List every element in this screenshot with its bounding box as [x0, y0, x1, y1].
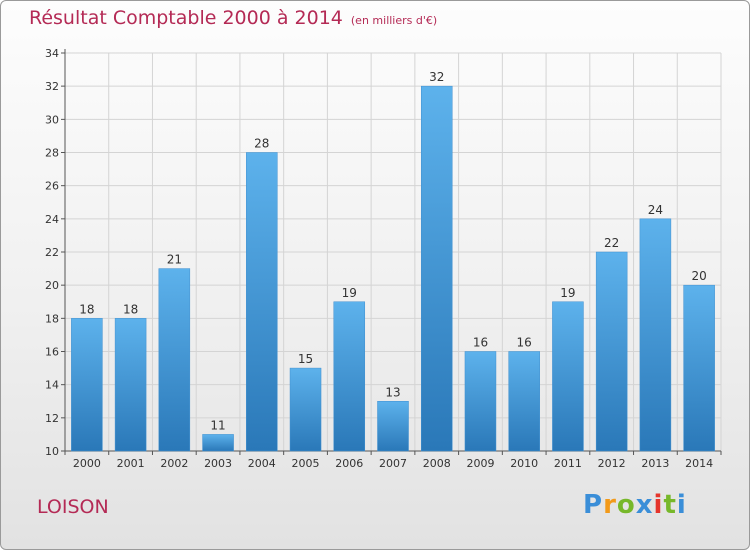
x-tick-label: 2003 — [204, 457, 232, 470]
y-tick-label: 20 — [45, 279, 59, 292]
x-tick-label: 2012 — [598, 457, 626, 470]
proxiti-logo: Proxiti — [583, 490, 687, 520]
y-tick-label: 32 — [45, 80, 59, 93]
data-label: 32 — [429, 70, 444, 84]
bar — [552, 301, 584, 452]
logo-letter: x — [635, 490, 654, 520]
y-tick-label: 24 — [45, 213, 59, 226]
y-tick-label: 10 — [45, 445, 59, 458]
bar — [595, 251, 628, 452]
logo-letter: r — [603, 490, 617, 520]
x-tick-label: 2005 — [292, 457, 320, 470]
bars — [71, 85, 715, 452]
data-label: 18 — [123, 302, 138, 316]
data-label: 21 — [167, 253, 182, 267]
bar — [508, 351, 540, 452]
data-label: 24 — [648, 203, 663, 217]
y-tick-label: 16 — [45, 346, 59, 359]
logo-letter: t — [663, 490, 677, 520]
bar — [420, 85, 453, 452]
bar — [202, 434, 234, 452]
logo-letter: i — [676, 490, 687, 520]
y-tick-label: 30 — [45, 113, 59, 126]
logo-letter: o — [616, 490, 636, 520]
data-label: 18 — [79, 302, 94, 316]
x-tick-label: 2011 — [554, 457, 582, 470]
x-tick-label: 2013 — [641, 457, 669, 470]
logo-letter: i — [653, 490, 664, 520]
data-label: 28 — [254, 137, 269, 151]
commune-name: LOISON — [37, 496, 109, 518]
x-tick-label: 2001 — [117, 457, 145, 470]
bar — [639, 218, 672, 452]
x-tick-label: 2008 — [423, 457, 451, 470]
y-tick-label: 14 — [45, 379, 59, 392]
tick-labels: 10 12 14 16 18 20 22 24 26 28 30 32 34 2000 2001 2002 20… — [45, 47, 713, 470]
y-tick-label: 26 — [45, 180, 59, 193]
data-label: 16 — [473, 336, 488, 350]
x-tick-label: 2010 — [510, 457, 538, 470]
bar — [464, 351, 497, 452]
data-labels: 18 18 21 11 28 15 19 13 32 16 16 19 22 24 20 — [79, 70, 707, 432]
data-label: 19 — [342, 286, 357, 300]
data-label: 16 — [517, 336, 532, 350]
x-tick-label: 2009 — [466, 457, 494, 470]
data-label: 13 — [385, 385, 400, 399]
y-tick-label: 34 — [45, 47, 59, 60]
bar — [114, 318, 147, 452]
y-tick-label: 28 — [45, 147, 59, 160]
bar — [377, 401, 409, 452]
y-tick-label: 18 — [45, 312, 59, 325]
data-label: 22 — [604, 236, 619, 250]
data-label: 19 — [560, 286, 575, 300]
chart-title: Résultat Comptable 2000 à 2014 — [29, 7, 343, 29]
y-tick-label: 22 — [45, 246, 59, 259]
bar — [246, 152, 278, 452]
x-tick-label: 2004 — [248, 457, 276, 470]
x-tick-label: 2002 — [160, 457, 188, 470]
bar — [333, 301, 366, 452]
y-tick-label: 12 — [45, 412, 59, 425]
data-label: 11 — [210, 418, 225, 432]
x-tick-label: 2007 — [379, 457, 407, 470]
logo-letter: P — [583, 490, 604, 520]
data-label: 20 — [691, 269, 706, 283]
x-tick-label: 2006 — [335, 457, 363, 470]
bar — [289, 367, 322, 452]
title-row: Résultat Comptable 2000 à 2014 (en millie… — [29, 7, 437, 29]
unit-note: (en milliers d'€) — [350, 14, 438, 27]
data-label: 15 — [298, 352, 313, 366]
x-tick-label: 2000 — [73, 457, 101, 470]
bar — [158, 268, 191, 452]
bar — [683, 284, 715, 452]
x-tick-label: 2014 — [685, 457, 713, 470]
bar — [71, 318, 103, 452]
